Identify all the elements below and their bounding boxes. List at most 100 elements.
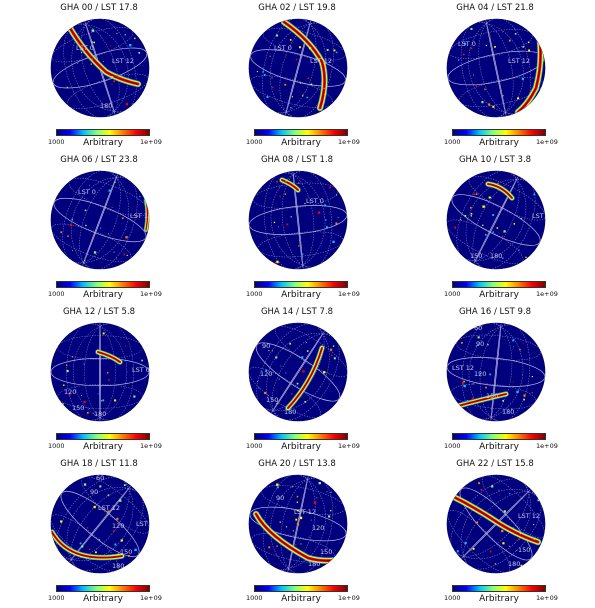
emission-pixel	[134, 180, 136, 182]
emission-pixel	[71, 218, 73, 221]
emission-pixel	[502, 95, 504, 97]
latitude-line	[249, 506, 347, 542]
emission-pixel	[268, 546, 271, 549]
emission-pixel	[502, 257, 504, 259]
emission-pixel	[132, 103, 134, 105]
emission-pixel	[472, 547, 475, 550]
emission-pixel	[276, 545, 278, 547]
emission-pixel	[522, 342, 524, 344]
emission-pixel	[269, 55, 271, 57]
meridian-line	[270, 171, 347, 268]
emission-pixel	[487, 343, 489, 346]
emission-pixel	[480, 489, 483, 491]
colorbar-max-label: 1e+09	[338, 442, 360, 450]
sky-disc	[446, 322, 546, 422]
emission-pixel	[328, 515, 331, 518]
meridian-line	[51, 24, 129, 117]
emission-pixel	[99, 485, 102, 488]
colorbar	[56, 281, 150, 288]
emission-pixel	[459, 218, 462, 221]
emission-pixel	[141, 359, 143, 362]
emission-pixel	[508, 545, 510, 547]
panel-title: GHA 16 / LST 9.8	[458, 307, 532, 317]
panel-title: GHA 04 / LST 21.8	[456, 3, 534, 13]
emission-pixel	[325, 219, 327, 221]
meridian-line	[72, 323, 149, 421]
sky-disc	[50, 474, 150, 574]
sky-globe: LST 0 LST 18	[50, 170, 150, 270]
emission-pixel	[73, 91, 75, 93]
colorbar-max-label: 1e+09	[140, 594, 162, 602]
emission-pixel	[485, 44, 487, 47]
colorbar	[452, 129, 546, 136]
emission-pixel	[523, 394, 526, 397]
colorbar-min-label: 1000	[444, 138, 461, 146]
emission-pixel	[139, 195, 141, 198]
emission-pixel	[114, 181, 116, 183]
emission-pixel	[117, 553, 119, 556]
emission-pixel	[107, 510, 110, 513]
panel-gha10: GHA 10 / LST 3.8 LST 0 150 180 1000 Arbitr…	[396, 152, 594, 304]
emission-pixel	[520, 218, 522, 220]
emission-pixel	[508, 39, 511, 42]
colorbar-min-label: 1000	[246, 594, 263, 602]
emission-pixel	[107, 494, 110, 497]
emission-pixel	[496, 227, 499, 229]
emission-pixel	[108, 379, 110, 381]
colorbar-max-label: 1e+09	[140, 442, 162, 450]
emission-pixel	[301, 356, 304, 359]
emission-pixel	[316, 181, 318, 183]
emission-pixel	[300, 543, 302, 545]
graticule-label: 180	[100, 102, 112, 110]
emission-pixel	[535, 29, 538, 32]
emission-pixel	[295, 58, 298, 61]
emission-pixel	[84, 209, 87, 212]
emission-pixel	[324, 204, 326, 207]
emission-pixel	[61, 105, 63, 107]
colorbar-max-label: 1e+09	[338, 138, 360, 146]
graticule-label: 180	[308, 560, 320, 568]
emission-pixel	[106, 372, 109, 374]
graticule-label: LST 0	[306, 197, 324, 205]
meridian-line	[465, 179, 545, 269]
latitude-line	[60, 491, 140, 557]
emission-core	[487, 183, 513, 199]
emission-pixel	[299, 82, 301, 84]
graticule-label: 150	[470, 252, 482, 260]
emission-pixel	[330, 491, 332, 493]
emission-pixel	[60, 178, 63, 181]
panel-title: GHA 18 / LST 11.8	[60, 459, 138, 469]
graticule-label: LST 0	[76, 44, 94, 52]
meridian-line	[281, 171, 333, 269]
emission-pixel	[77, 62, 79, 64]
emission-pixel	[463, 384, 466, 388]
emission-core	[255, 513, 339, 562]
emission-pixel	[95, 551, 97, 554]
emission-pixel	[278, 378, 280, 380]
emission-pixel	[60, 99, 62, 101]
colorbar-min-label: 1000	[246, 442, 263, 450]
sky-globe: LST 0	[248, 170, 348, 270]
graticule	[249, 475, 347, 573]
emission-pixel	[272, 86, 274, 88]
emission-pixel	[519, 533, 521, 535]
panel-gha08: GHA 08 / LST 1.8 LST 0 1000 Arbitrary 1e…	[198, 152, 396, 304]
panel-gha00: GHA 00 / LST 17.8 LST 0 LST 12 180 1000 Ar…	[0, 0, 198, 152]
meridian-line	[447, 323, 524, 420]
emission-pixel	[323, 371, 326, 374]
panel-gha16: GHA 16 / LST 9.8 60 90 LST 12 120 150 180 100…	[396, 304, 594, 456]
emission-pixel	[475, 345, 477, 347]
emission-pixel	[83, 483, 87, 486]
emission-pixel	[108, 233, 110, 235]
panel-title: GHA 12 / LST 5.8	[62, 307, 136, 317]
colorbar-max-label: 1e+09	[536, 138, 558, 146]
colorbar-label: Arbitrary	[479, 442, 519, 452]
graticule-label: LST 12	[98, 504, 120, 512]
latitude-line	[249, 205, 347, 235]
meridian-line	[478, 19, 532, 115]
emission-pixel	[275, 356, 278, 359]
emission-pixel	[102, 332, 105, 335]
emission-pixel	[81, 545, 84, 548]
